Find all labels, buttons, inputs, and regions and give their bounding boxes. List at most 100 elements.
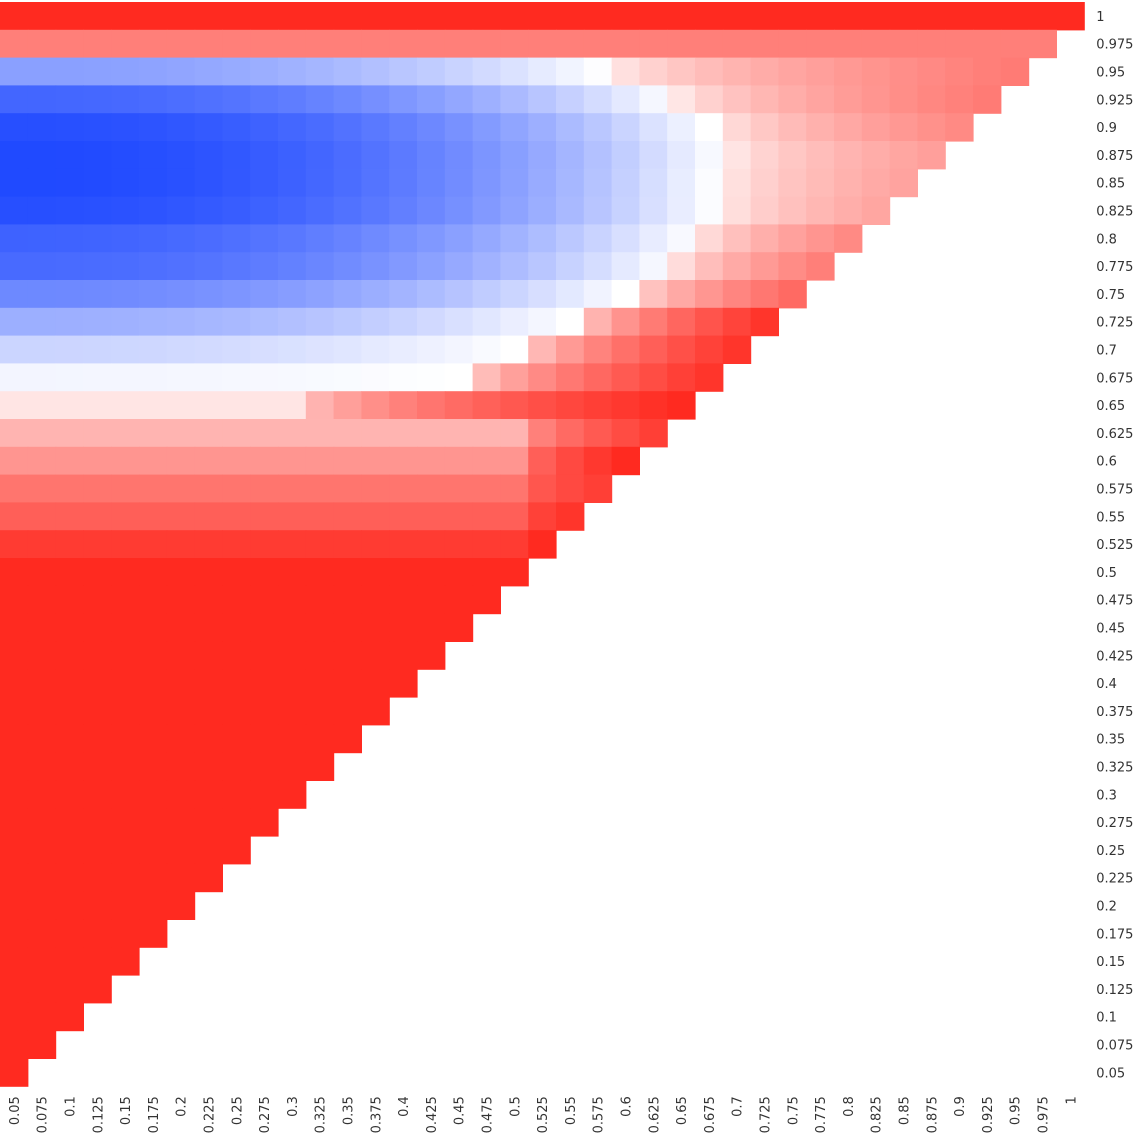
heatmap-cell <box>639 196 668 225</box>
heatmap-cell <box>472 530 501 559</box>
heatmap-cell <box>83 363 112 392</box>
heatmap-cell <box>444 280 474 309</box>
heatmap-cell <box>889 141 918 170</box>
heatmap-cell <box>166 113 196 142</box>
heatmap-cell <box>27 502 57 531</box>
heatmap-cell <box>806 113 835 142</box>
heatmap-cell <box>917 113 946 142</box>
heatmap-cell <box>417 85 446 114</box>
heatmap-cell <box>305 752 335 781</box>
heatmap-cell <box>722 307 752 337</box>
heatmap-cell <box>389 113 418 142</box>
heatmap-cell <box>250 419 279 448</box>
heatmap-cell <box>556 141 585 170</box>
heatmap-cell <box>750 196 779 225</box>
heatmap-cell <box>194 780 223 809</box>
heatmap-cell <box>417 280 446 309</box>
heatmap-cell <box>250 363 279 392</box>
heatmap-cell <box>0 724 29 754</box>
heatmap-cell <box>278 752 307 781</box>
heatmap-cell <box>139 224 168 253</box>
heatmap-cell <box>583 307 613 337</box>
heatmap-cell <box>556 168 585 198</box>
x-tick-label: 0.25 <box>230 1096 245 1125</box>
heatmap-cell <box>111 530 140 559</box>
heatmap-cell <box>556 391 585 420</box>
heatmap-cell <box>0 641 29 670</box>
heatmap-cell <box>55 391 84 420</box>
heatmap-cell <box>611 335 640 364</box>
heatmap-cell <box>444 474 474 503</box>
heatmap-cell <box>55 85 84 114</box>
heatmap-cell <box>556 474 585 503</box>
heatmap-cell <box>500 530 529 559</box>
heatmap-cell <box>166 530 196 559</box>
heatmap-cell <box>222 113 251 142</box>
heatmap-cell <box>83 613 112 642</box>
heatmap-cell <box>222 752 251 781</box>
heatmap-cell <box>361 224 390 253</box>
heatmap-cell <box>472 474 501 503</box>
heatmap-cell <box>528 335 557 364</box>
heatmap-cell <box>278 57 307 86</box>
heatmap-cell <box>83 863 112 893</box>
heatmap-cell <box>55 363 84 392</box>
heatmap-cell <box>722 280 752 309</box>
heatmap-cell <box>250 224 279 253</box>
x-tick-label: 0.375 <box>369 1096 384 1133</box>
heatmap-cell <box>139 196 168 225</box>
heatmap-cell <box>611 363 640 392</box>
heatmap-cell <box>305 252 335 281</box>
heatmap-cell <box>639 85 668 114</box>
heatmap-cell <box>222 391 251 420</box>
heatmap-cell <box>333 697 362 726</box>
heatmap-cell <box>166 168 196 198</box>
heatmap-cell <box>861 113 891 142</box>
heatmap-cell <box>639 280 668 309</box>
heatmap-cell <box>55 530 84 559</box>
heatmap-cell <box>0 975 29 1004</box>
x-tick-label: 0.7 <box>731 1096 746 1117</box>
heatmap-cell <box>667 2 696 31</box>
heatmap-cell <box>500 113 529 142</box>
heatmap-cell <box>111 947 140 976</box>
heatmap-cell <box>194 57 223 86</box>
heatmap-cell <box>0 363 29 392</box>
heatmap-cell <box>0 836 29 865</box>
heatmap-cell <box>111 335 140 364</box>
heatmap-cell <box>583 168 613 198</box>
heatmap-cell <box>0 113 29 142</box>
heatmap-cell <box>139 780 168 809</box>
y-tick-label: 0.25 <box>1096 844 1125 859</box>
heatmap-cell <box>222 474 251 503</box>
heatmap-cell <box>500 57 529 86</box>
heatmap-cell <box>139 85 168 114</box>
heatmap-cell <box>55 252 84 281</box>
heatmap-cell <box>250 280 279 309</box>
heatmap-cell <box>55 975 84 1004</box>
heatmap-cell <box>583 474 613 503</box>
heatmap-cell <box>111 752 140 781</box>
heatmap-cell <box>778 2 807 31</box>
heatmap-cell <box>27 113 57 142</box>
heatmap-cell <box>667 141 696 170</box>
heatmap-cell <box>444 446 474 476</box>
heatmap-cell <box>472 2 501 31</box>
y-tick-label: 0.6 <box>1096 455 1117 470</box>
heatmap-cell <box>139 335 168 364</box>
heatmap-cell <box>166 224 196 253</box>
heatmap-cell <box>472 141 501 170</box>
heatmap-cell <box>194 502 223 531</box>
x-tick-label: 0.35 <box>342 1096 357 1125</box>
heatmap-cell <box>639 113 668 142</box>
heatmap-cell <box>917 2 946 31</box>
heatmap-cell <box>556 335 585 364</box>
heatmap-cell <box>528 113 557 142</box>
heatmap-cell <box>361 641 390 670</box>
x-tick-label: 0.1 <box>64 1096 79 1117</box>
heatmap-cell <box>194 224 223 253</box>
heatmap-cell <box>0 141 29 170</box>
y-tick-label: 0.975 <box>1096 38 1133 53</box>
heatmap-cell <box>444 168 474 198</box>
heatmap-cell <box>472 391 501 420</box>
